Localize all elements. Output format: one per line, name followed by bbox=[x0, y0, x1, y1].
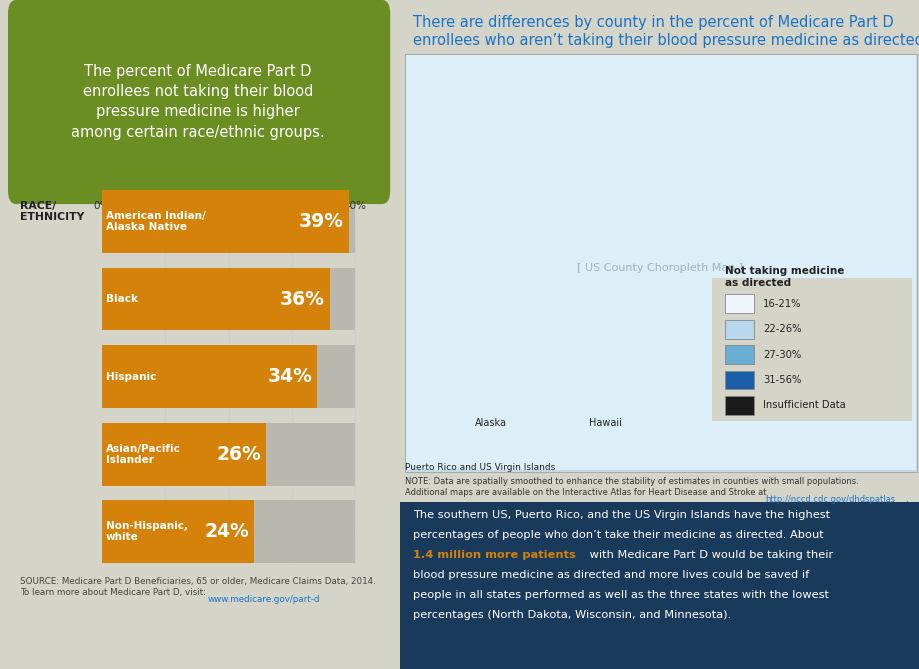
Bar bbox=[406, 55, 915, 470]
Text: Non-Hispanic,
white: Non-Hispanic, white bbox=[106, 521, 187, 543]
Text: Black: Black bbox=[106, 294, 138, 304]
Text: NOTE: Data are spatially smoothed to enhance the stability of estimates in count: NOTE: Data are spatially smoothed to enh… bbox=[405, 477, 858, 497]
Bar bbox=[102, 500, 254, 563]
Text: 36%: 36% bbox=[279, 290, 324, 308]
Text: American Indian/
Alaska Native: American Indian/ Alaska Native bbox=[106, 211, 206, 232]
Text: 30%: 30% bbox=[280, 201, 303, 211]
Text: There are differences by county in the percent of Medicare Part D
enrollees who : There are differences by county in the p… bbox=[413, 15, 919, 48]
Text: Alaska: Alaska bbox=[474, 418, 506, 428]
Text: Insufficient Data: Insufficient Data bbox=[762, 401, 845, 410]
Bar bbox=[711, 278, 912, 421]
Text: SOURCE: Medicare Part D Beneficiaries, 65 or older, Medicare Claims Data, 2014.
: SOURCE: Medicare Part D Beneficiaries, 6… bbox=[20, 577, 375, 597]
Text: 0%: 0% bbox=[94, 201, 110, 211]
Text: www.medicare.gov/part-d: www.medicare.gov/part-d bbox=[207, 595, 320, 604]
Bar bbox=[102, 423, 267, 486]
Bar bbox=[102, 190, 348, 253]
Text: 24%: 24% bbox=[204, 522, 249, 541]
Text: Puerto Rico and US Virgin Islands: Puerto Rico and US Virgin Islands bbox=[405, 463, 555, 472]
Text: [ US County Choropleth Map ]: [ US County Choropleth Map ] bbox=[576, 263, 743, 272]
Text: 26%: 26% bbox=[217, 445, 261, 464]
Bar bbox=[724, 320, 753, 339]
Bar bbox=[405, 54, 916, 472]
Text: 27-30%: 27-30% bbox=[762, 350, 800, 359]
Bar bbox=[102, 190, 355, 253]
Bar bbox=[724, 371, 753, 389]
Text: .: . bbox=[904, 495, 907, 504]
Text: people in all states performed as well as the three states with the lowest: people in all states performed as well a… bbox=[413, 590, 828, 600]
Bar bbox=[102, 268, 329, 330]
Bar bbox=[102, 345, 317, 408]
Text: with Medicare Part D would be taking their: with Medicare Part D would be taking the… bbox=[585, 550, 833, 560]
Text: Hispanic: Hispanic bbox=[106, 372, 156, 381]
Bar bbox=[724, 294, 753, 313]
Text: 1.4 million more patients: 1.4 million more patients bbox=[413, 550, 575, 560]
Text: Asian/Pacific
Islander: Asian/Pacific Islander bbox=[106, 444, 181, 465]
Text: 22-26%: 22-26% bbox=[762, 324, 800, 334]
Text: 10%: 10% bbox=[153, 201, 176, 211]
Text: percentages (North Dakota, Wisconsin, and Minnesota).: percentages (North Dakota, Wisconsin, an… bbox=[413, 610, 731, 620]
Bar bbox=[724, 345, 753, 364]
Bar bbox=[724, 396, 753, 415]
Text: 40%: 40% bbox=[343, 201, 366, 211]
Text: 39%: 39% bbox=[299, 212, 344, 231]
Bar bbox=[102, 268, 355, 330]
FancyBboxPatch shape bbox=[8, 0, 390, 204]
Text: 16-21%: 16-21% bbox=[762, 299, 800, 308]
Text: 34%: 34% bbox=[267, 367, 312, 386]
Text: blood pressure medicine as directed and more lives could be saved if: blood pressure medicine as directed and … bbox=[413, 570, 809, 580]
Text: 31-56%: 31-56% bbox=[762, 375, 800, 385]
Text: RACE/
ETHNICITY: RACE/ ETHNICITY bbox=[20, 201, 85, 222]
Text: http://nccd.cdc.gov/dhdspatlas: http://nccd.cdc.gov/dhdspatlas bbox=[765, 495, 895, 504]
Text: Not taking medicine
as directed: Not taking medicine as directed bbox=[724, 266, 844, 288]
Text: percentages of people who don’t take their medicine as directed. About: percentages of people who don’t take the… bbox=[413, 530, 823, 540]
Text: The southern US, Puerto Rico, and the US Virgin Islands have the highest: The southern US, Puerto Rico, and the US… bbox=[413, 510, 830, 520]
Bar bbox=[102, 500, 355, 563]
Text: 20%: 20% bbox=[217, 201, 240, 211]
Bar bbox=[102, 423, 355, 486]
Bar bbox=[400, 502, 919, 669]
Bar bbox=[102, 345, 355, 408]
Text: Hawaii: Hawaii bbox=[588, 418, 621, 428]
Text: The percent of Medicare Part D
enrollees not taking their blood
pressure medicin: The percent of Medicare Part D enrollees… bbox=[71, 64, 324, 140]
